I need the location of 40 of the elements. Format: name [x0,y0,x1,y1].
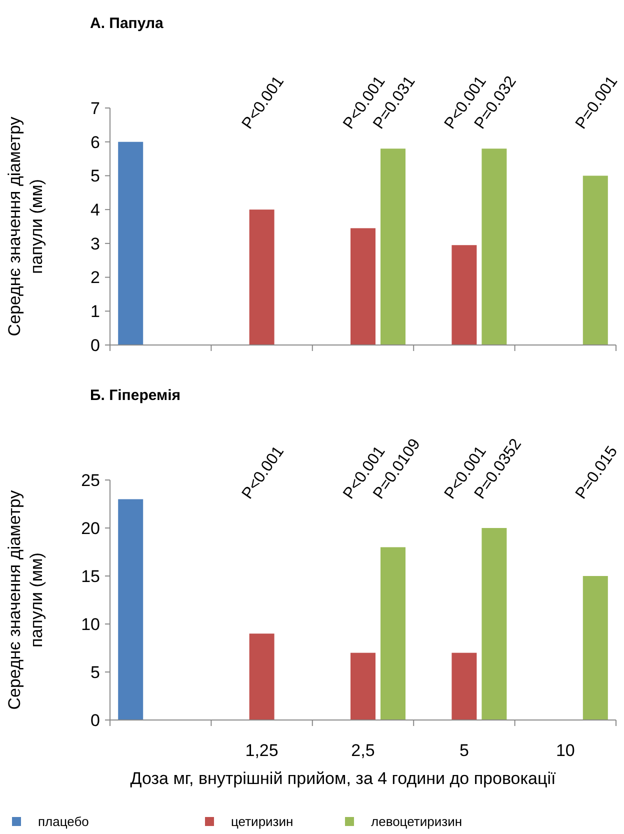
x-tick-label: 2,5 [351,741,375,760]
bar [350,228,376,345]
bar [452,245,477,345]
y-axis-title: Середнє значення діаметру папули (мм) [5,490,46,710]
chart-title: А. Папула [90,15,164,32]
bar [380,547,406,720]
legend-label: цетиризин [231,814,294,829]
bar [118,142,144,345]
y-tick-label: 20 [81,518,100,538]
bar [482,148,507,345]
y-tick-label: 4 [90,200,100,220]
bar [118,499,144,720]
y-tick-label: 10 [81,614,100,634]
legend-label: плацебо [38,814,89,829]
y-axis-title: Середнє значення діаметру папули (мм) [5,116,46,336]
y-tick-label: 5 [90,662,100,682]
bar [249,210,274,345]
y-tick-label: 2 [90,268,100,288]
bar [482,528,507,720]
y-tick-label: 6 [90,132,100,152]
y-tick-label: 25 [81,470,100,490]
bar [350,652,376,720]
bar [582,576,608,720]
y-tick-label: 0 [90,710,100,730]
chart-title: Б. Гіперемія [90,387,181,404]
x-tick-label: 10 [556,741,575,760]
y-tick-label: 0 [90,336,100,355]
y-tick-label: 5 [90,166,100,186]
y-tick-label: 3 [90,234,100,254]
bar [380,148,406,345]
bar [249,634,274,720]
y-tick-label: 1 [90,302,100,322]
y-tick-label: 15 [81,566,100,586]
bar [582,176,608,345]
legend-label: левоцетиризин [371,814,462,829]
y-tick-label: 7 [90,98,100,118]
bar [452,652,477,720]
x-axis-title: Доза мг, внутрішній прийом, за 4 години до провокації [130,769,556,788]
x-tick-label: 5 [459,741,469,760]
x-tick-label: 1,25 [245,741,278,760]
